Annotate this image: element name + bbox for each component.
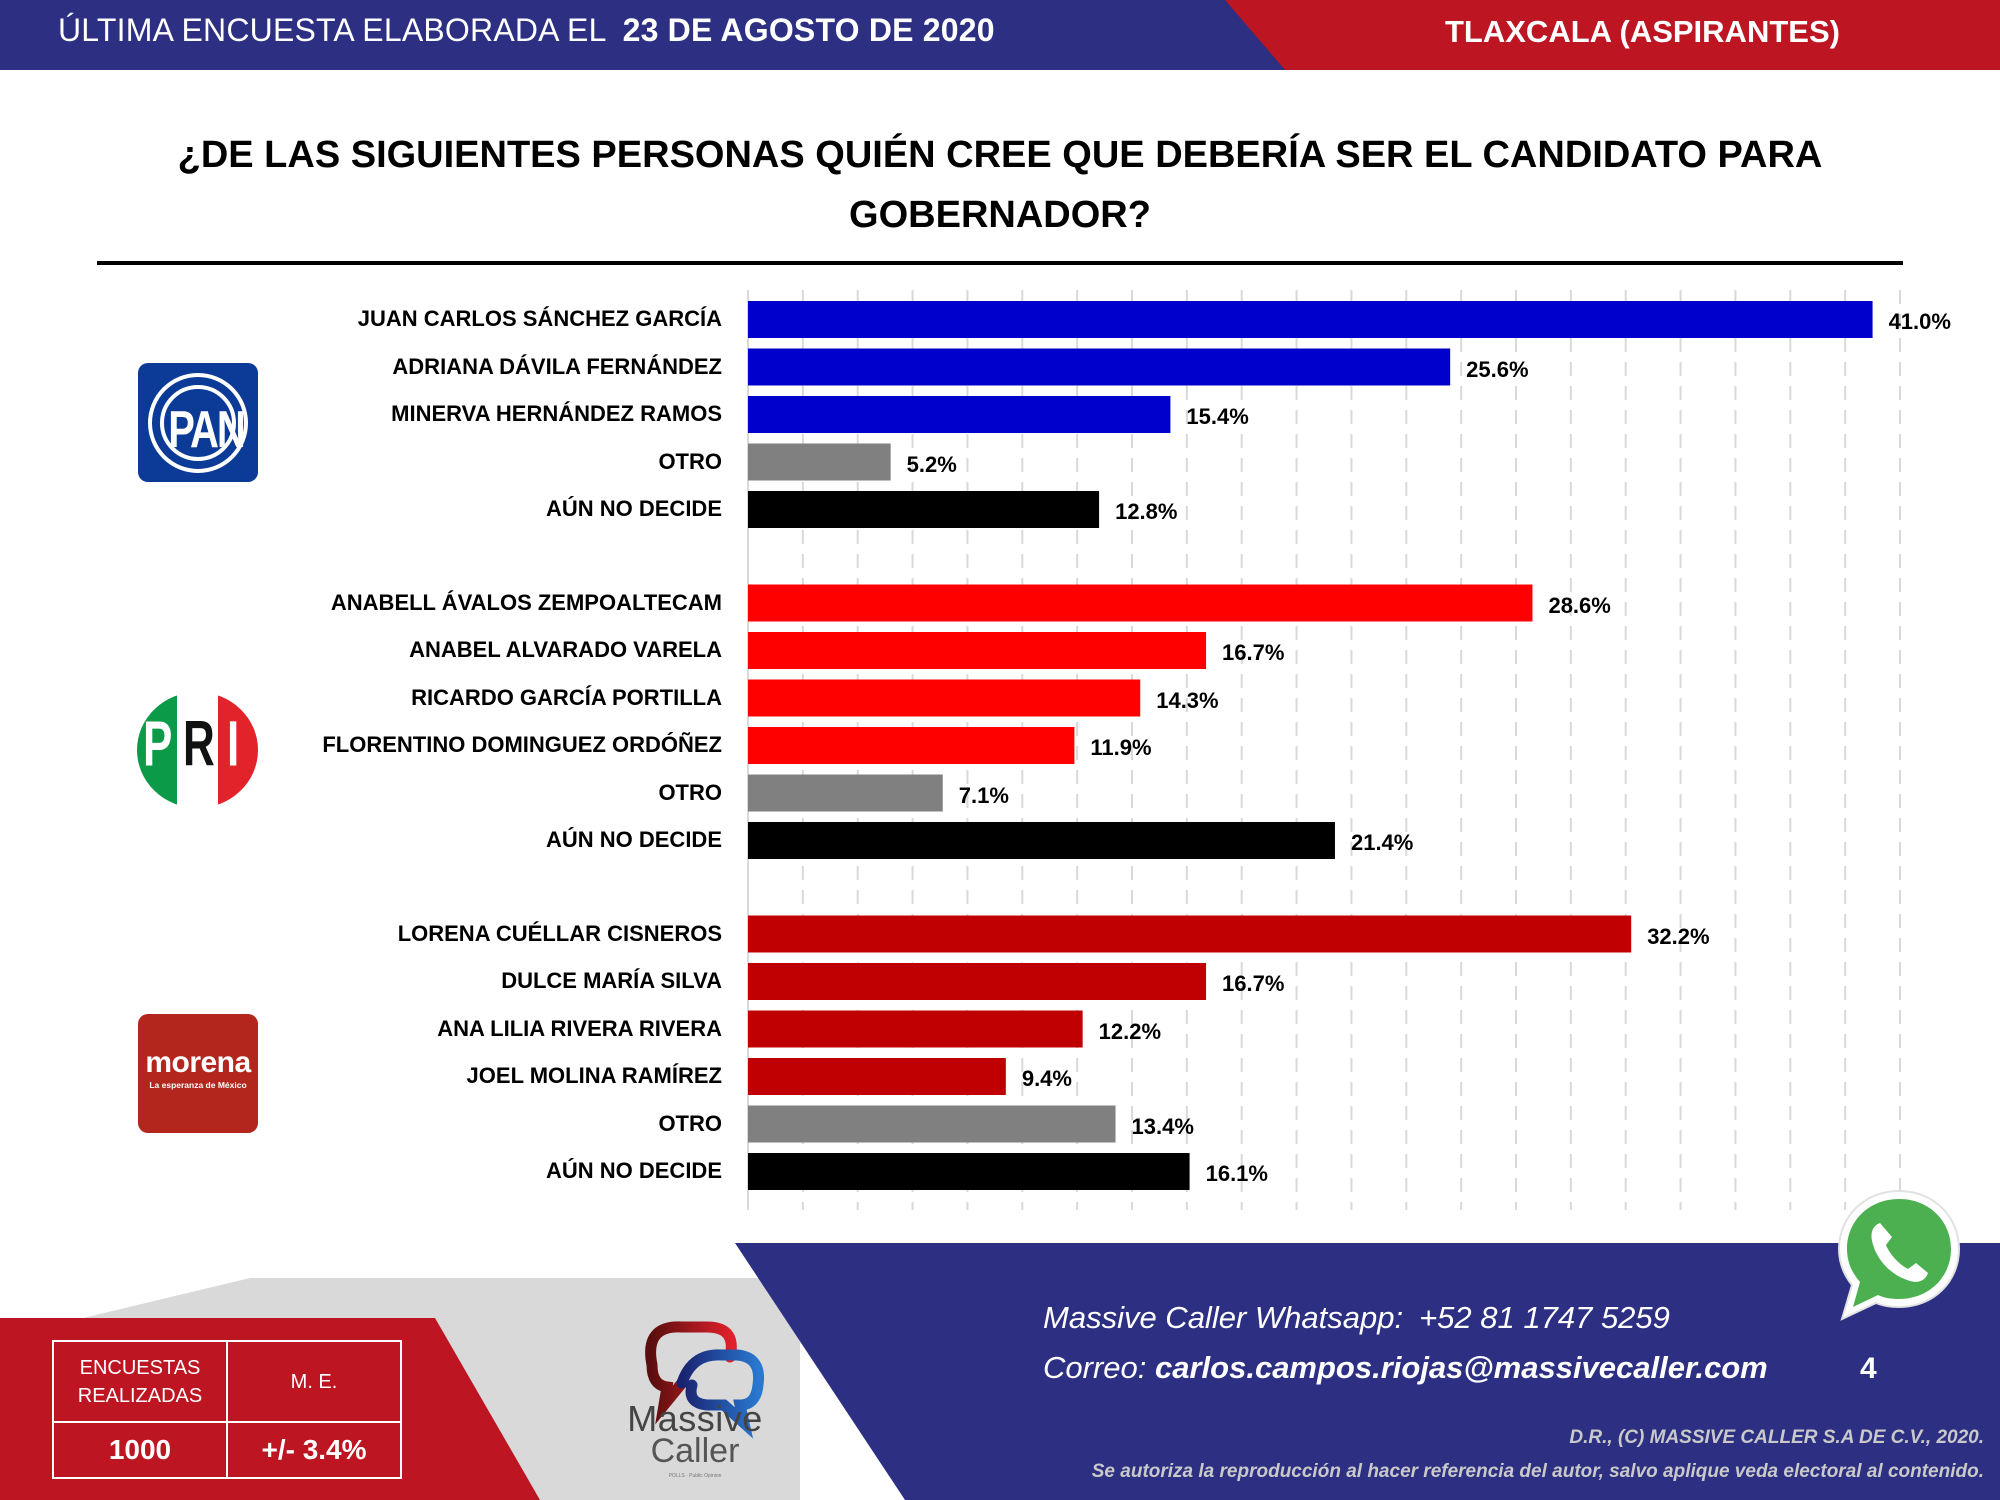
value-label: 5.2% (906, 451, 957, 477)
chart-canvas (747, 290, 1901, 1210)
brand-tagline: POLLS · Public Opinion (668, 1473, 722, 1479)
pri-letter-i: I (227, 708, 240, 780)
bar-morena-4 (748, 1105, 1116, 1143)
pri-letter-r: R (183, 708, 215, 780)
category-label: OTRO (658, 448, 722, 474)
value-label: 25.6% (1466, 356, 1529, 382)
category-label: ANABELL ÁVALOS ZEMPOALTECAM (330, 589, 722, 615)
survey-stats-table: ENCUESTAS REALIZADAS M. E. 1000 +/- 3.4% (52, 1340, 402, 1479)
morena-logo: morena La esperanza de México (138, 1014, 258, 1133)
category-label: ANABEL ALVARADO VARELA (409, 637, 722, 662)
category-label: MINERVA HERNÁNDEZ RAMOS (391, 401, 722, 426)
value-label: 16.7% (1222, 971, 1285, 996)
value-label: 14.3% (1156, 687, 1219, 713)
copyright-notice: D.R., (C) MASSIVE CALLER S.A DE C.V., 20… (1569, 1427, 1984, 1448)
value-label: 32.2% (1647, 923, 1710, 949)
bar-pan-3 (748, 443, 891, 481)
bar-pri-2 (748, 679, 1141, 717)
category-label: ANA LILIA RIVERA RIVERA (437, 1015, 722, 1041)
bar-morena-0 (748, 915, 1632, 953)
bar-pan-4 (748, 491, 1100, 528)
bar-pri-5 (748, 822, 1335, 859)
whatsapp-label: Massive Caller Whatsapp: (1043, 1300, 1404, 1335)
value-label: 13.4% (1131, 1113, 1194, 1139)
value-label: 16.1% (1205, 1161, 1268, 1186)
category-label: DULCE MARÍA SILVA (501, 968, 722, 993)
margin-error-value: +/- 3.4% (226, 1421, 402, 1479)
bar-pri-4 (748, 774, 943, 812)
bar-pri-3 (748, 727, 1075, 764)
category-label: JUAN CARLOS SÁNCHEZ GARCÍA (357, 306, 722, 331)
surveys-label-text: ENCUESTAS REALIZADAS (77, 1356, 203, 1407)
category-label: RICARDO GARCÍA PORTILLA (411, 684, 722, 710)
survey-date: 23 DE AGOSTO DE 2020 (622, 12, 995, 48)
pan-logo-ring: PAN (148, 373, 248, 473)
brand-name-line1: Massive (627, 1398, 763, 1439)
value-label: 7.1% (958, 782, 1009, 808)
pri-letter-p: P (143, 708, 173, 780)
pan-logo-inner-ring: PAN (160, 385, 246, 461)
value-label: 15.4% (1186, 404, 1249, 429)
value-label: 21.4% (1350, 830, 1414, 855)
whatsapp-contact: Massive Caller Whatsapp: +52 81 1747 5259 (1043, 1300, 1670, 1336)
surveys-value: 1000 (52, 1421, 228, 1479)
chart-title: ¿DE LAS SIGUIENTES PERSONAS QUIÉN CREE Q… (177, 134, 1823, 236)
bar-pan-0 (748, 301, 1873, 338)
bar-morena-5 (748, 1153, 1190, 1190)
value-label: 9.4% (1021, 1066, 1072, 1091)
brand-name-line2: Caller (650, 1432, 740, 1470)
survey-prefix: ÚLTIMA ENCUESTA ELABORADA EL (58, 12, 607, 48)
category-label: AÚN NO DECIDE (545, 1158, 722, 1183)
survey-date-banner: ÚLTIMA ENCUESTA ELABORADA EL 23 DE AGOSTO… (58, 12, 995, 49)
category-label: FLORENTINO DOMINGUEZ ORDÓÑEZ (322, 732, 722, 757)
pri-green-stripe (137, 692, 177, 808)
margin-error-label: M. E. (226, 1340, 402, 1423)
bar-pri-1 (748, 632, 1207, 669)
bar-pan-1 (748, 348, 1451, 386)
bar-pri-0 (748, 584, 1533, 622)
bar-chart: JUAN CARLOS SÁNCHEZ GARCÍA 41.0% ADRIANA D… (0, 280, 2000, 1220)
massive-caller-logo-icon (645, 1321, 765, 1439)
pri-logo: P R I (137, 692, 258, 808)
category-label: JOEL MOLINA RAMÍREZ (466, 1063, 722, 1088)
reproduction-disclaimer: Se autoriza la reproducción al hacer ref… (1091, 1461, 1984, 1482)
email-contact: Correo: carlos.campos.riojas@massivecall… (1043, 1350, 1768, 1386)
pri-white-stripe (177, 692, 218, 808)
whatsapp-number[interactable]: +52 81 1747 5259 (1419, 1300, 1670, 1335)
bar-morena-1 (748, 963, 1207, 1000)
bar-pan-2 (748, 396, 1171, 433)
region-title: TLAXCALA (ASPIRANTES) (1445, 14, 1840, 49)
morena-logo-tagline: La esperanza de México (149, 1080, 247, 1090)
page-number: 4 (1860, 1352, 1877, 1385)
value-label: 28.6% (1548, 592, 1611, 618)
category-label: AÚN NO DECIDE (545, 827, 722, 852)
value-label: 12.8% (1115, 499, 1178, 524)
email-link[interactable]: carlos.campos.riojas@massivecaller.com (1155, 1350, 1768, 1385)
value-label: 11.9% (1090, 735, 1152, 760)
surveys-label: ENCUESTAS REALIZADAS (52, 1340, 228, 1423)
footer-blue-band (735, 1243, 2000, 1500)
category-label: AÚN NO DECIDE (545, 496, 722, 521)
pri-red-stripe (218, 692, 258, 808)
whatsapp-icon[interactable] (1834, 1185, 1964, 1325)
pan-logo-text: PAN (168, 401, 245, 459)
category-label: OTRO (658, 779, 722, 805)
email-label: Correo: (1043, 1350, 1147, 1385)
category-label: OTRO (658, 1110, 722, 1136)
header-region-band (1225, 0, 2000, 70)
category-label: ADRIANA DÁVILA FERNÁNDEZ (392, 353, 722, 379)
margin-error-label-text: M. E. (290, 1370, 338, 1393)
bar-morena-3 (748, 1058, 1006, 1095)
value-label: 41.0% (1888, 309, 1951, 334)
category-label: LORENA CUÉLLAR CISNEROS (397, 920, 722, 946)
title-divider (97, 261, 1903, 265)
pan-logo: PAN (138, 363, 258, 482)
value-label: 16.7% (1222, 640, 1285, 665)
value-label: 12.2% (1098, 1018, 1162, 1044)
bar-morena-2 (748, 1010, 1083, 1048)
morena-logo-name: morena (145, 1046, 251, 1079)
